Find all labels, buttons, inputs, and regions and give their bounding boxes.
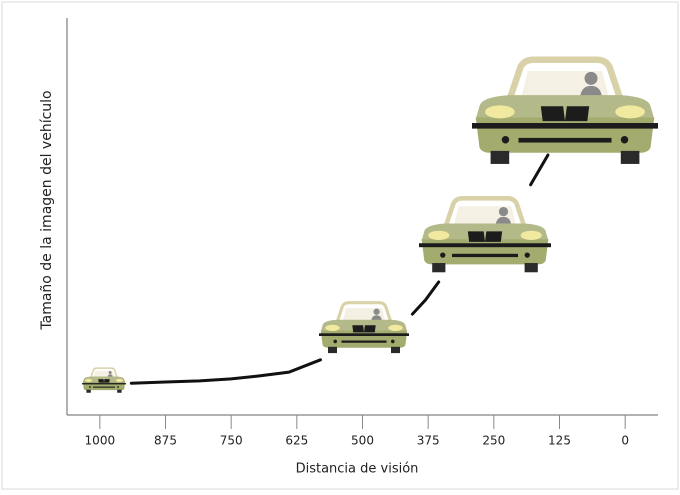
curve: [129, 153, 550, 385]
car-illustration: [82, 367, 126, 394]
car-illustration: [419, 198, 551, 272]
x-tick-label: 875: [154, 434, 177, 448]
y-axis-label: Tamaño de la imagen del vehículo: [39, 90, 55, 330]
car-illustration: [472, 60, 658, 164]
x-tick-label: 1000: [85, 434, 116, 448]
x-tick-label: 500: [351, 434, 374, 448]
x-tick-label: 125: [548, 434, 571, 448]
x-tick-label: 250: [482, 434, 505, 448]
x-axis-label: Distancia de visión: [296, 462, 419, 477]
x-tick-label: 0: [621, 434, 629, 448]
car-illustration: [319, 301, 409, 355]
x-tick-label: 625: [285, 434, 308, 448]
x-tick-label: 750: [220, 434, 243, 448]
x-tick-label: 375: [417, 434, 440, 448]
